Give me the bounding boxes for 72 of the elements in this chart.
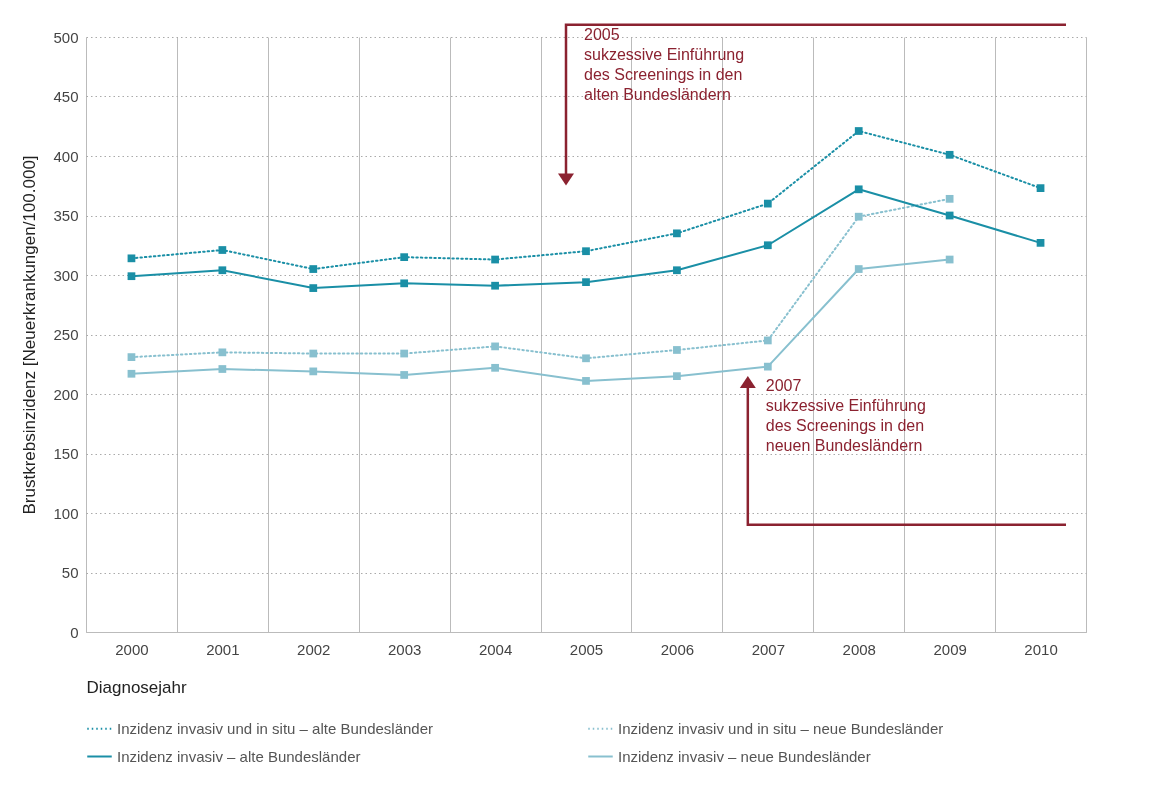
- point: [582, 278, 590, 287]
- x-tick-label: 2000: [115, 640, 149, 658]
- point: [491, 281, 499, 290]
- point: [309, 367, 318, 376]
- y-tick-label: 150: [53, 445, 79, 462]
- point: [945, 211, 954, 220]
- legend-label: Inzidenz invasiv und in situ – alte Bundesländer: [117, 719, 434, 737]
- point: [400, 371, 409, 379]
- x-tick-label: 2004: [478, 640, 513, 658]
- annotation: 2005 sukzessive Einführung des Screenings in den alten Bundesländern: [584, 24, 745, 105]
- x-tick-label: 2009: [933, 640, 967, 658]
- point: [309, 265, 318, 273]
- point: [491, 342, 499, 351]
- point: [309, 284, 318, 292]
- point: [1036, 239, 1045, 247]
- x-tick-label: 2001: [206, 640, 240, 658]
- point: [491, 255, 499, 264]
- point: [854, 212, 863, 221]
- legend-label: Inzidenz invasiv und in situ – neue Bundesländer: [618, 719, 944, 737]
- point: [763, 336, 772, 345]
- point: [673, 346, 681, 354]
- y-tick-label: 200: [53, 385, 79, 403]
- point: [763, 362, 772, 371]
- y-tick-label: 400: [53, 147, 79, 165]
- point: [673, 229, 681, 238]
- x-tick-label: 2010: [1024, 640, 1058, 658]
- x-tick-label: 2006: [660, 640, 695, 658]
- point: [673, 266, 681, 275]
- y-tick-label: 50: [61, 564, 79, 581]
- x-tick-label: 2003: [387, 640, 422, 658]
- point: [945, 255, 954, 264]
- x-tick-label: 2007: [751, 640, 786, 658]
- point: [582, 354, 590, 363]
- x-axis-title: Diagnosejahr: [86, 677, 188, 697]
- y-tick-label: 500: [53, 28, 79, 46]
- point: [491, 363, 499, 372]
- point: [854, 127, 863, 135]
- point: [400, 349, 409, 358]
- point: [218, 348, 227, 357]
- point: [945, 150, 954, 159]
- annotation: 2007 sukzessive Einführung des Screenings in den neuen Bundesländern: [765, 375, 926, 456]
- point: [582, 247, 590, 256]
- point: [218, 365, 227, 373]
- point: [127, 353, 136, 361]
- y-tick-label: 100: [53, 504, 79, 522]
- x-tick-label: 2005: [569, 640, 604, 658]
- point: [127, 369, 136, 378]
- y-axis-title: Brustkrebsinzidenz [Neuerkrankungen/100.000]: [20, 155, 40, 515]
- legend-label: Inzidenz invasiv – neue Bundesländer: [618, 747, 871, 765]
- point: [400, 279, 409, 288]
- point: [218, 246, 227, 254]
- point: [945, 194, 954, 203]
- point: [218, 266, 227, 275]
- y-tick-label: 450: [53, 88, 79, 105]
- x-tick-label: 2008: [842, 640, 876, 658]
- x-tick-label: 2002: [297, 640, 331, 658]
- point: [400, 253, 409, 262]
- point: [854, 265, 863, 273]
- point: [673, 372, 681, 381]
- y-tick-label: 0: [70, 623, 79, 641]
- point: [1036, 184, 1045, 192]
- legend-label: Inzidenz invasiv – alte Bundesländer: [117, 747, 361, 765]
- y-tick-label: 250: [53, 326, 79, 343]
- y-tick-label: 350: [53, 207, 79, 224]
- point: [763, 199, 772, 208]
- point: [763, 241, 772, 250]
- y-tick-label: 300: [53, 266, 79, 284]
- point: [854, 185, 863, 194]
- point: [582, 377, 590, 385]
- point: [127, 254, 136, 263]
- point: [127, 272, 136, 281]
- point: [309, 349, 318, 358]
